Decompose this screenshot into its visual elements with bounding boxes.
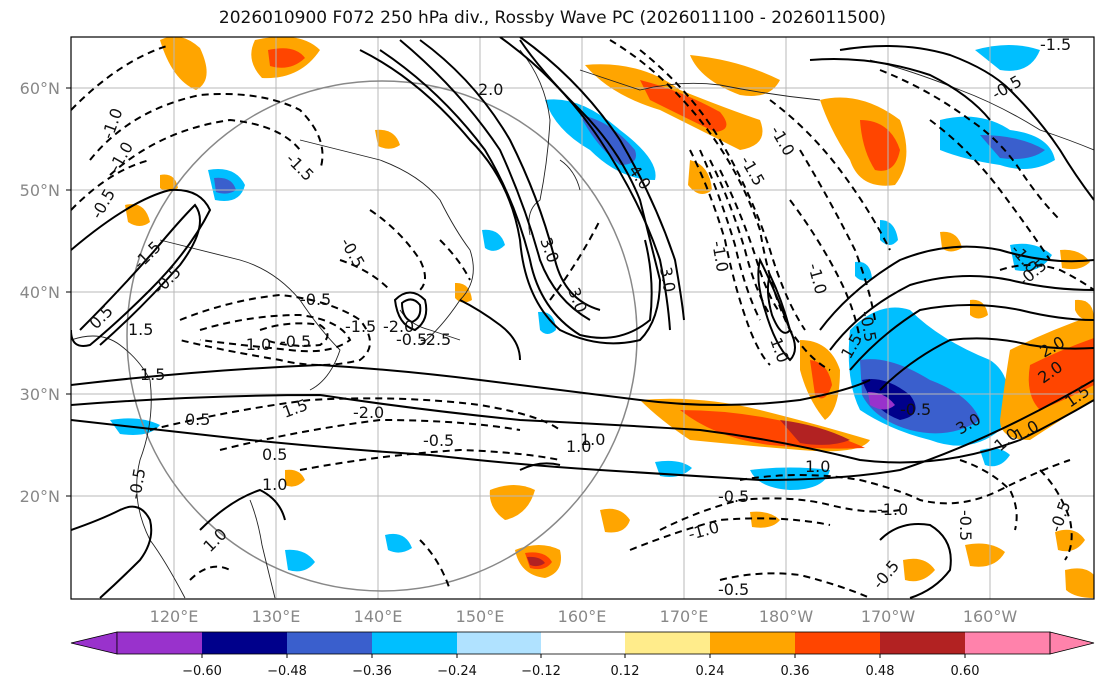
lat-axis: 60°N 50°N 40°N 30°N 20°N	[20, 79, 71, 506]
contour-label: -2.0	[353, 403, 384, 422]
contour-label: -1.5	[1040, 35, 1071, 54]
contour-label: -2.5	[420, 330, 451, 349]
map-panel: -1.0 -1.5 1.5 -0.5 0.5 -2.0 -0.5 1.0 1.0…	[71, 35, 1094, 599]
lat-label: 50°N	[20, 181, 60, 200]
contour-label: 1.5	[140, 365, 165, 384]
rossby-wave-circle	[126, 80, 638, 592]
colorbar-tick-label: −0.48	[267, 664, 307, 679]
colorbar-tick-label: 0.60	[951, 664, 980, 679]
colorbar-segment	[625, 632, 710, 654]
divergence-shading	[110, 37, 1094, 598]
colorbar-segment	[880, 632, 965, 654]
contour-label: -0.5	[900, 400, 931, 419]
colorbar-tick-label: 0.12	[611, 664, 640, 679]
colorbar-high-extend	[1049, 631, 1095, 655]
lat-label: 40°N	[20, 283, 60, 302]
lat-label: 30°N	[20, 385, 60, 404]
lon-label: 160°E	[558, 607, 607, 626]
map-frame	[70, 36, 1095, 600]
colorbar: −0.60 −0.48 −0.36 −0.24 −0.12 0.12 0.24 …	[70, 631, 1095, 679]
contour-label: 1.0	[805, 457, 830, 476]
colorbar-segment	[541, 632, 625, 654]
lon-label: 140°E	[354, 607, 403, 626]
coastlines	[71, 49, 1094, 599]
lon-label: 170°E	[660, 607, 709, 626]
lon-axis: 120°E 130°E 140°E 150°E 160°E 170°E 180°…	[150, 607, 1018, 626]
colorbar-low-extend	[70, 631, 118, 655]
colorbar-tick-label: 0.24	[696, 664, 725, 679]
colorbar-segment	[117, 632, 202, 654]
contour-label: 1.5	[128, 320, 153, 339]
lon-label: 120°E	[150, 607, 199, 626]
colorbar-segment	[795, 632, 880, 654]
colorbar-segment	[457, 632, 541, 654]
lon-label: 150°E	[456, 607, 505, 626]
lon-label: 160°W	[963, 607, 1018, 626]
contour-label: 0.5	[185, 410, 210, 429]
lat-label: 60°N	[20, 79, 60, 98]
contour-label: -0.5	[396, 330, 427, 349]
contour-label: -0.5	[718, 580, 749, 599]
contour-label: 0.5	[262, 445, 287, 464]
contour-label: -1.5	[345, 317, 376, 336]
colorbar-segment	[710, 632, 795, 654]
contour-label: -2.0	[383, 317, 414, 336]
contour-label: 1.0	[566, 437, 591, 456]
colorbar-tick-label: −0.36	[352, 664, 392, 679]
contour-label: 3.0	[656, 265, 679, 293]
colorbar-tick-label: 0.48	[866, 664, 895, 679]
colorbar-segment	[287, 632, 372, 654]
colorbar-tick-label: 0.36	[781, 664, 810, 679]
contour-label: 1.0	[580, 430, 605, 449]
map-title: 2026010900 F072 250 hPa div., Rossby Wav…	[218, 8, 887, 28]
negative-contours	[71, 39, 1094, 599]
contour-label: 2.0	[478, 80, 503, 99]
graticule	[71, 37, 1094, 599]
contour-label: 1.0	[262, 475, 287, 494]
lon-label: 170°W	[861, 607, 916, 626]
lon-label: 180°W	[759, 607, 814, 626]
lat-label: 20°N	[20, 487, 60, 506]
colorbar-tick-label: −0.24	[437, 664, 477, 679]
contour-label: -0.5	[718, 487, 749, 506]
contour-label: -0.5	[423, 431, 454, 450]
colorbar-tick-label: −0.60	[182, 664, 222, 679]
positive-contours	[71, 37, 1094, 599]
colorbar-tick-label: −0.12	[521, 664, 561, 679]
contour-label: -0.5	[956, 510, 975, 541]
contour-label: -1.0	[877, 500, 908, 519]
colorbar-segment	[965, 632, 1050, 654]
contour-label: -1.0	[240, 335, 271, 354]
contour-label: -0.5	[280, 332, 311, 351]
lon-label: 130°E	[252, 607, 301, 626]
colorbar-segment	[372, 632, 457, 654]
colorbar-segment	[202, 632, 287, 654]
contour-label: -0.5	[300, 290, 331, 309]
